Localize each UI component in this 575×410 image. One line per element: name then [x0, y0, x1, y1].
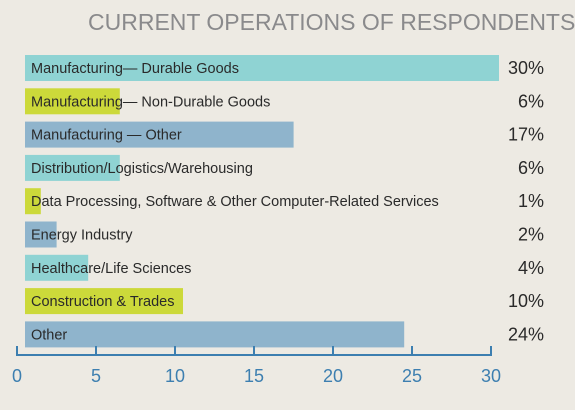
- bar-value-label: 1%: [518, 191, 544, 211]
- bar-category-label: Construction & Trades: [31, 294, 174, 310]
- x-tick-label: 15: [244, 366, 264, 386]
- bar: [25, 55, 499, 81]
- bar-group: Manufacturing — Other 17%: [25, 121, 544, 148]
- bar-category-label: Energy Industry: [31, 228, 133, 244]
- bar-category-label: Healthcare/Life Sciences: [31, 261, 191, 277]
- bar-group: Construction & Trades 10%: [25, 288, 544, 315]
- bar-value-label: 6%: [518, 158, 544, 178]
- x-tick-label: 25: [402, 366, 422, 386]
- bar-group: Other 24%: [25, 321, 544, 348]
- bar-group: Healthcare/Life Sciences 4%: [25, 254, 544, 281]
- bar: [25, 321, 405, 348]
- bar-value-label: 30%: [508, 58, 544, 78]
- bar-category-label: Other: [31, 327, 67, 343]
- bar: [25, 188, 41, 215]
- bar-category-label: Distribution/Logistics/Warehousing: [31, 161, 253, 177]
- x-axis: 0 5 10 15 20 25 30: [12, 346, 501, 386]
- x-tick-label: 10: [165, 366, 185, 386]
- bars-layer: Manufacturing— Durable Goods 30%Manufactu…: [25, 55, 544, 348]
- bar: [25, 88, 120, 115]
- bar-value-label: 17%: [508, 125, 544, 145]
- x-tick-label: 30: [481, 366, 501, 386]
- x-tick-label: 0: [12, 366, 22, 386]
- x-tick-label: 20: [323, 366, 343, 386]
- bar-category-label: Data Processing, Software & Other Comput…: [31, 194, 439, 210]
- bar-group: Manufacturing— Durable Goods 30%: [25, 55, 544, 81]
- chart-title: CURRENT OPERATIONS OF RESPONDENTS:: [88, 9, 575, 35]
- bar-value-label: 24%: [508, 324, 544, 344]
- bar: [25, 288, 183, 315]
- bar-group: Energy Industry 2%: [25, 221, 544, 248]
- bar: [25, 221, 57, 248]
- bar: [25, 121, 294, 148]
- bar-group: Manufacturing— Non-Durable Goods 6%: [25, 88, 544, 115]
- bar-category-label: Manufacturing— Non-Durable Goods: [31, 94, 270, 110]
- bar-value-label: 2%: [518, 225, 544, 245]
- bar-group: Distribution/Logistics/Warehousing 6%: [25, 154, 544, 181]
- bar-value-label: 6%: [518, 91, 544, 111]
- bar: [25, 254, 89, 281]
- bar-group: Data Processing, Software & Other Comput…: [25, 188, 544, 215]
- bar-category-label: Manufacturing — Other: [31, 128, 182, 144]
- bar-value-label: 4%: [518, 258, 544, 278]
- bar-value-label: 10%: [508, 291, 544, 311]
- x-tick-label: 5: [91, 366, 101, 386]
- bar-category-label: Manufacturing— Durable Goods: [31, 61, 239, 77]
- bar: [25, 154, 120, 181]
